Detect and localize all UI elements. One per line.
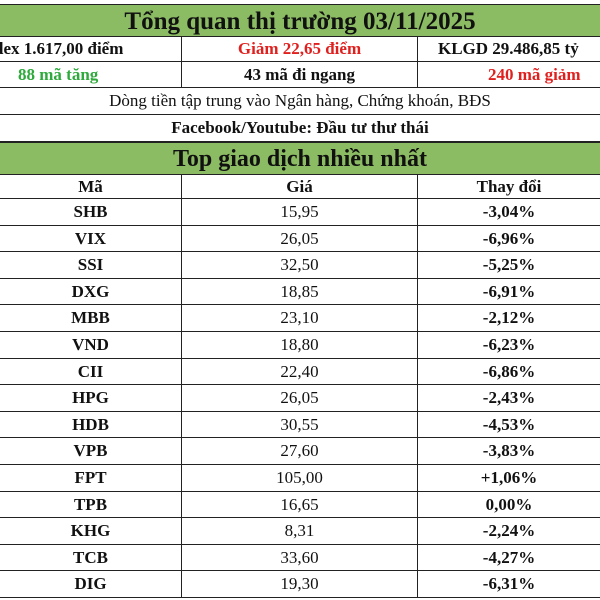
change-cell: -2,12% <box>482 308 536 328</box>
table-row: VPB 27,60 -3,83% <box>0 438 600 465</box>
table-row: VIX 26,05 -6,96% <box>0 225 600 253</box>
price-cell: 18,80 <box>182 332 418 358</box>
ticker-cell: FPT <box>0 465 182 491</box>
ticker-cell: HDB <box>0 411 182 438</box>
table-row: SHB 15,95 -3,04% <box>0 199 600 226</box>
column-header-change: Thay đổi <box>476 177 542 196</box>
ticker-cell: SSI <box>0 252 182 278</box>
losers-count: 240 mã giảm <box>488 65 581 84</box>
ticker-cell: TCB <box>0 544 182 571</box>
change-cell: -2,24% <box>482 521 536 541</box>
table-row: FPT 105,00 +1,06% <box>0 465 600 492</box>
change-cell: -3,83% <box>482 441 536 461</box>
price-cell: 18,85 <box>182 278 418 305</box>
price-cell: 16,65 <box>182 491 418 518</box>
change-cell: -6,31% <box>482 574 536 594</box>
price-cell: 30,55 <box>182 411 418 438</box>
ticker-cell: TPB <box>0 491 182 518</box>
ticker-cell: KHG <box>0 518 182 544</box>
ticker-cell: MBB <box>0 305 182 331</box>
price-cell: 15,95 <box>182 199 418 225</box>
ticker-cell: VPB <box>0 438 182 464</box>
table-row: VND 18,80 -6,23% <box>0 332 600 359</box>
price-cell: 26,05 <box>182 225 418 252</box>
change-cell: -4,53% <box>482 414 536 434</box>
index-change: Giảm 22,65 điểm <box>182 37 418 61</box>
ticker-cell: DXG <box>0 278 182 305</box>
change-cell: -3,04% <box>482 202 536 221</box>
change-cell: -6,96% <box>482 228 536 248</box>
ticker-cell: DIG <box>0 571 182 597</box>
column-header-ticker: Mã <box>0 175 182 198</box>
table-row: MBB 23,10 -2,12% <box>0 305 600 332</box>
table-row: CII 22,40 -6,86% <box>0 358 600 386</box>
source-credit: Facebook/Youtube: Đầu tư thư thái <box>0 115 600 142</box>
change-cell: -6,23% <box>482 335 536 354</box>
ticker-cell: VIX <box>0 225 182 252</box>
change-cell: -4,27% <box>482 547 536 567</box>
table-header: Mã Giá Thay đổi <box>0 175 600 199</box>
ticker-cell: CII <box>0 358 182 385</box>
change-cell: +1,06% <box>480 468 538 487</box>
money-flow-note: Dòng tiền tập trung vào Ngân hàng, Chứng… <box>0 88 600 115</box>
index-summary-row: dex 1.617,00 điểm Giảm 22,65 điểm KLGD 2… <box>0 37 600 62</box>
table-row: TCB 33,60 -4,27% <box>0 544 600 572</box>
ticker-cell: HPG <box>0 385 182 411</box>
unchanged-count: 43 mã đi ngang <box>182 62 418 87</box>
change-cell: 0,00% <box>485 494 533 514</box>
table-row: DXG 18,85 -6,91% <box>0 278 600 306</box>
breadth-row: 88 mã tăng 43 mã đi ngang 240 mã giảm <box>0 62 600 88</box>
price-cell: 26,05 <box>182 385 418 411</box>
page-title: Tổng quan thị trường 03/11/2025 <box>0 4 600 37</box>
change-cell: -5,25% <box>482 255 536 275</box>
change-cell: -2,43% <box>482 388 536 408</box>
price-cell: 22,40 <box>182 358 418 385</box>
table-row: DIG 19,30 -6,31% <box>0 571 600 598</box>
table-row: KHG 8,31 -2,24% <box>0 518 600 545</box>
table-row: SSI 32,50 -5,25% <box>0 252 600 279</box>
table-row: HPG 26,05 -2,43% <box>0 385 600 412</box>
price-cell: 33,60 <box>182 544 418 571</box>
price-cell: 32,50 <box>182 252 418 278</box>
index-value: dex 1.617,00 điểm <box>0 37 182 61</box>
price-cell: 19,30 <box>182 571 418 597</box>
trading-volume: KLGD 29.486,85 tỷ <box>438 39 579 58</box>
price-cell: 23,10 <box>182 305 418 331</box>
price-cell: 27,60 <box>182 438 418 464</box>
price-cell: 105,00 <box>182 465 418 491</box>
gainers-count: 88 mã tăng <box>0 62 182 87</box>
section-title: Top giao dịch nhiều nhất <box>0 142 600 175</box>
ticker-cell: VND <box>0 332 182 358</box>
column-header-price: Giá <box>182 175 418 198</box>
table-row: HDB 30,55 -4,53% <box>0 411 600 439</box>
price-cell: 8,31 <box>182 518 418 544</box>
ticker-cell: SHB <box>0 199 182 225</box>
change-cell: -6,86% <box>482 361 536 381</box>
change-cell: -6,91% <box>482 281 536 301</box>
table-row: TPB 16,65 0,00% <box>0 491 600 519</box>
